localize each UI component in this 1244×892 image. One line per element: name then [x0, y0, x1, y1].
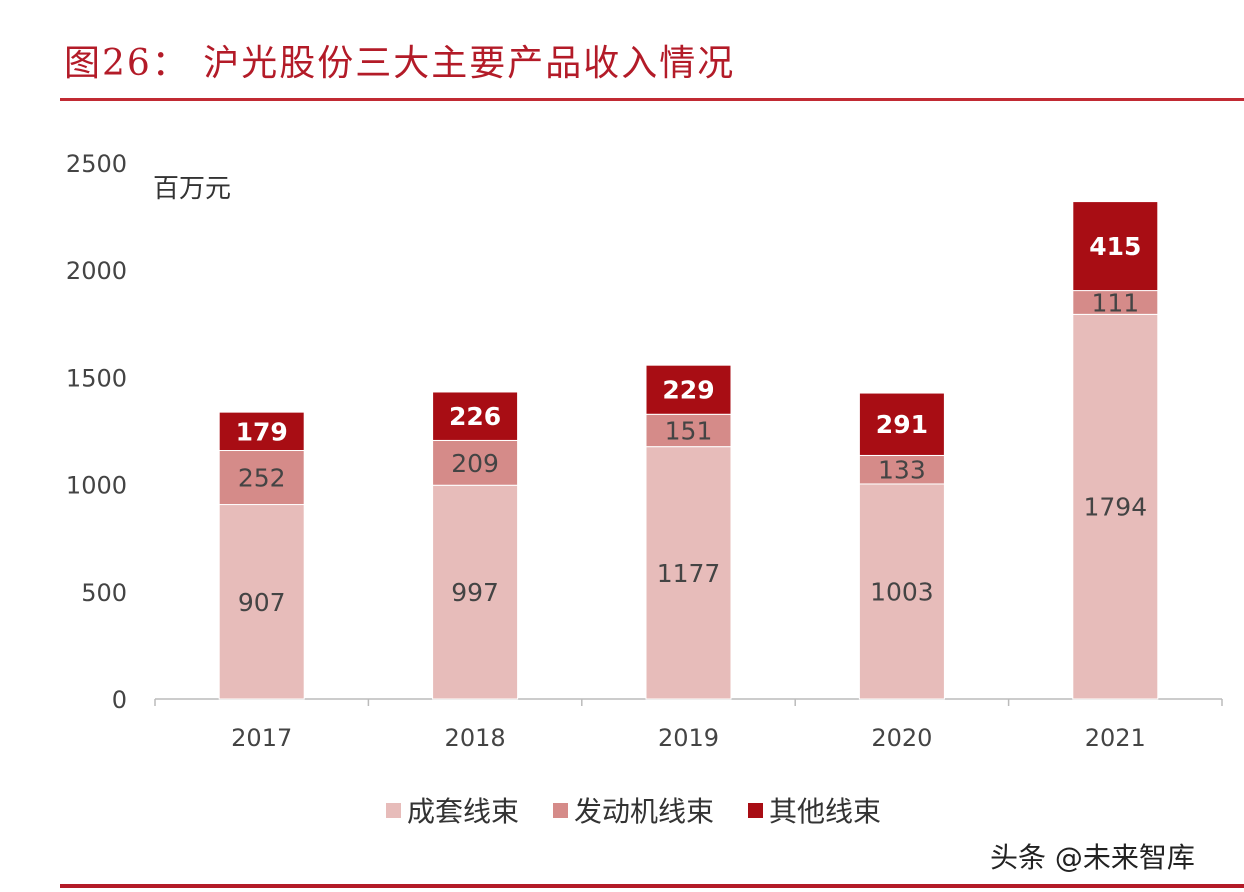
bar-segment: [432, 484, 519, 700]
data-label: 133: [878, 456, 926, 485]
bar-segment: [1072, 201, 1159, 292]
legend-swatch: [553, 802, 569, 818]
x-tick-label: 2021: [1085, 724, 1146, 752]
y-tick-label: 1500: [66, 364, 127, 392]
bar-segment: [218, 411, 305, 452]
chart-title: 图26： 沪光股份三大主要产品收入情况: [64, 43, 736, 84]
data-label: 229: [662, 376, 714, 405]
bar-segment: [432, 391, 519, 441]
data-label: 291: [876, 410, 928, 439]
x-tick-label: 2017: [231, 724, 292, 752]
bar-segment: [858, 454, 945, 485]
legend-label: 成套线束: [407, 795, 520, 828]
data-label: 1177: [657, 559, 721, 588]
bar-segment: [1072, 313, 1159, 700]
data-label: 151: [665, 416, 713, 445]
legend-label: 其他线束: [769, 795, 882, 828]
legend-item: 其他线束: [748, 790, 881, 830]
data-label: 226: [449, 402, 501, 431]
unit-label: 百万元: [153, 174, 232, 204]
y-tick-label: 0: [112, 686, 127, 714]
legend-item: 成套线束: [386, 790, 519, 830]
data-label: 1794: [1083, 493, 1147, 522]
y-tick-label: 500: [81, 579, 127, 607]
bar-segment: [645, 413, 732, 448]
y-tick-label: 2000: [66, 257, 127, 285]
bar-segment: [645, 364, 732, 415]
x-tick-label: 2020: [871, 724, 932, 752]
bar-segment: [218, 504, 305, 700]
bar-segment: [858, 392, 945, 456]
x-tick-label: 2018: [445, 724, 506, 752]
data-label: 252: [238, 464, 286, 493]
legend-label: 发动机线束: [574, 795, 715, 828]
y-tick-label: 1000: [66, 472, 127, 500]
bar-segment: [645, 446, 732, 700]
data-label: 997: [451, 578, 499, 607]
legend-swatch: [386, 802, 401, 818]
x-tick-label: 2019: [658, 724, 719, 752]
bar-segment: [432, 439, 519, 486]
y-tick-label: 2500: [66, 150, 127, 178]
legend: 成套线束 发动机线束 其他线束: [386, 790, 881, 830]
data-label: 907: [238, 588, 286, 617]
legend-swatch: [748, 802, 764, 818]
watermark: 头条 @未来智库: [990, 841, 1195, 874]
data-label: 179: [236, 417, 288, 446]
data-label: 1003: [870, 577, 934, 606]
title-divider: [60, 98, 1244, 101]
data-label: 415: [1089, 232, 1141, 261]
data-label: 209: [451, 449, 499, 478]
data-label: 111: [1091, 288, 1139, 317]
bottom-divider: [60, 884, 1244, 888]
legend-item: 发动机线束: [553, 790, 714, 830]
bar-segment: [218, 450, 305, 506]
